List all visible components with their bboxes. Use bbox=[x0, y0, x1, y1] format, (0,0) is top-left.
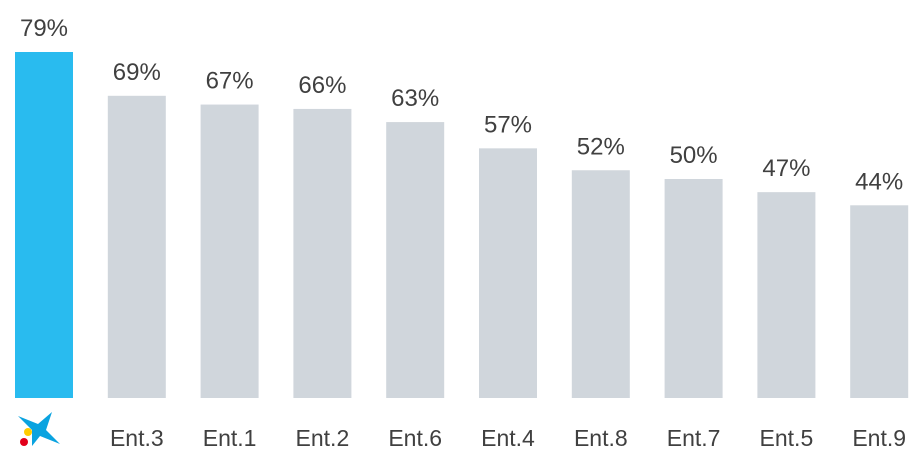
category-label: Ent.5 bbox=[760, 425, 814, 451]
bar-ent-7 bbox=[664, 179, 723, 398]
bars-group bbox=[15, 52, 909, 399]
value-label: 52% bbox=[577, 133, 625, 160]
category-label: Ent.4 bbox=[481, 425, 535, 451]
bar-ent-4 bbox=[479, 148, 537, 398]
value-label: 44% bbox=[855, 168, 903, 195]
bar-ent-6 bbox=[386, 122, 445, 398]
bar-ent-3 bbox=[107, 95, 166, 399]
caixabank-star-logo-icon bbox=[18, 412, 60, 446]
category-label: Ent.1 bbox=[203, 425, 257, 451]
bar-ent-9 bbox=[850, 205, 909, 398]
logo-yellow-dot bbox=[24, 428, 32, 436]
logo-red-dot bbox=[20, 438, 28, 446]
value-label: 69% bbox=[113, 59, 161, 86]
category-labels-group: Ent.3 Ent.1 Ent.2 Ent.6 Ent.4 Ent.8 Ent.7 Ent.5… bbox=[110, 425, 906, 451]
category-label: Ent.9 bbox=[852, 425, 906, 451]
bar-ent-5 bbox=[757, 192, 816, 398]
value-label: 66% bbox=[298, 72, 346, 99]
bar-logo bbox=[15, 52, 73, 398]
category-label: Ent.3 bbox=[110, 425, 164, 451]
value-label: 47% bbox=[762, 155, 810, 182]
bar-ent-8 bbox=[571, 170, 630, 398]
value-label: 79% bbox=[20, 15, 68, 42]
value-label: 57% bbox=[484, 111, 532, 138]
bar-ent-2 bbox=[293, 108, 352, 398]
value-labels-group: 79% 69% 67% 66% 63% 57% 52% 50% 47% 44% bbox=[20, 15, 903, 195]
value-label: 50% bbox=[670, 142, 718, 169]
category-label: Ent.8 bbox=[574, 425, 628, 451]
bar-ent-1 bbox=[200, 104, 259, 398]
category-label: Ent.6 bbox=[388, 425, 442, 451]
category-label: Ent.7 bbox=[667, 425, 721, 451]
value-label: 63% bbox=[391, 85, 439, 112]
value-label: 67% bbox=[206, 68, 254, 95]
logo-star-shape bbox=[18, 412, 60, 446]
category-label: Ent.2 bbox=[296, 425, 350, 451]
